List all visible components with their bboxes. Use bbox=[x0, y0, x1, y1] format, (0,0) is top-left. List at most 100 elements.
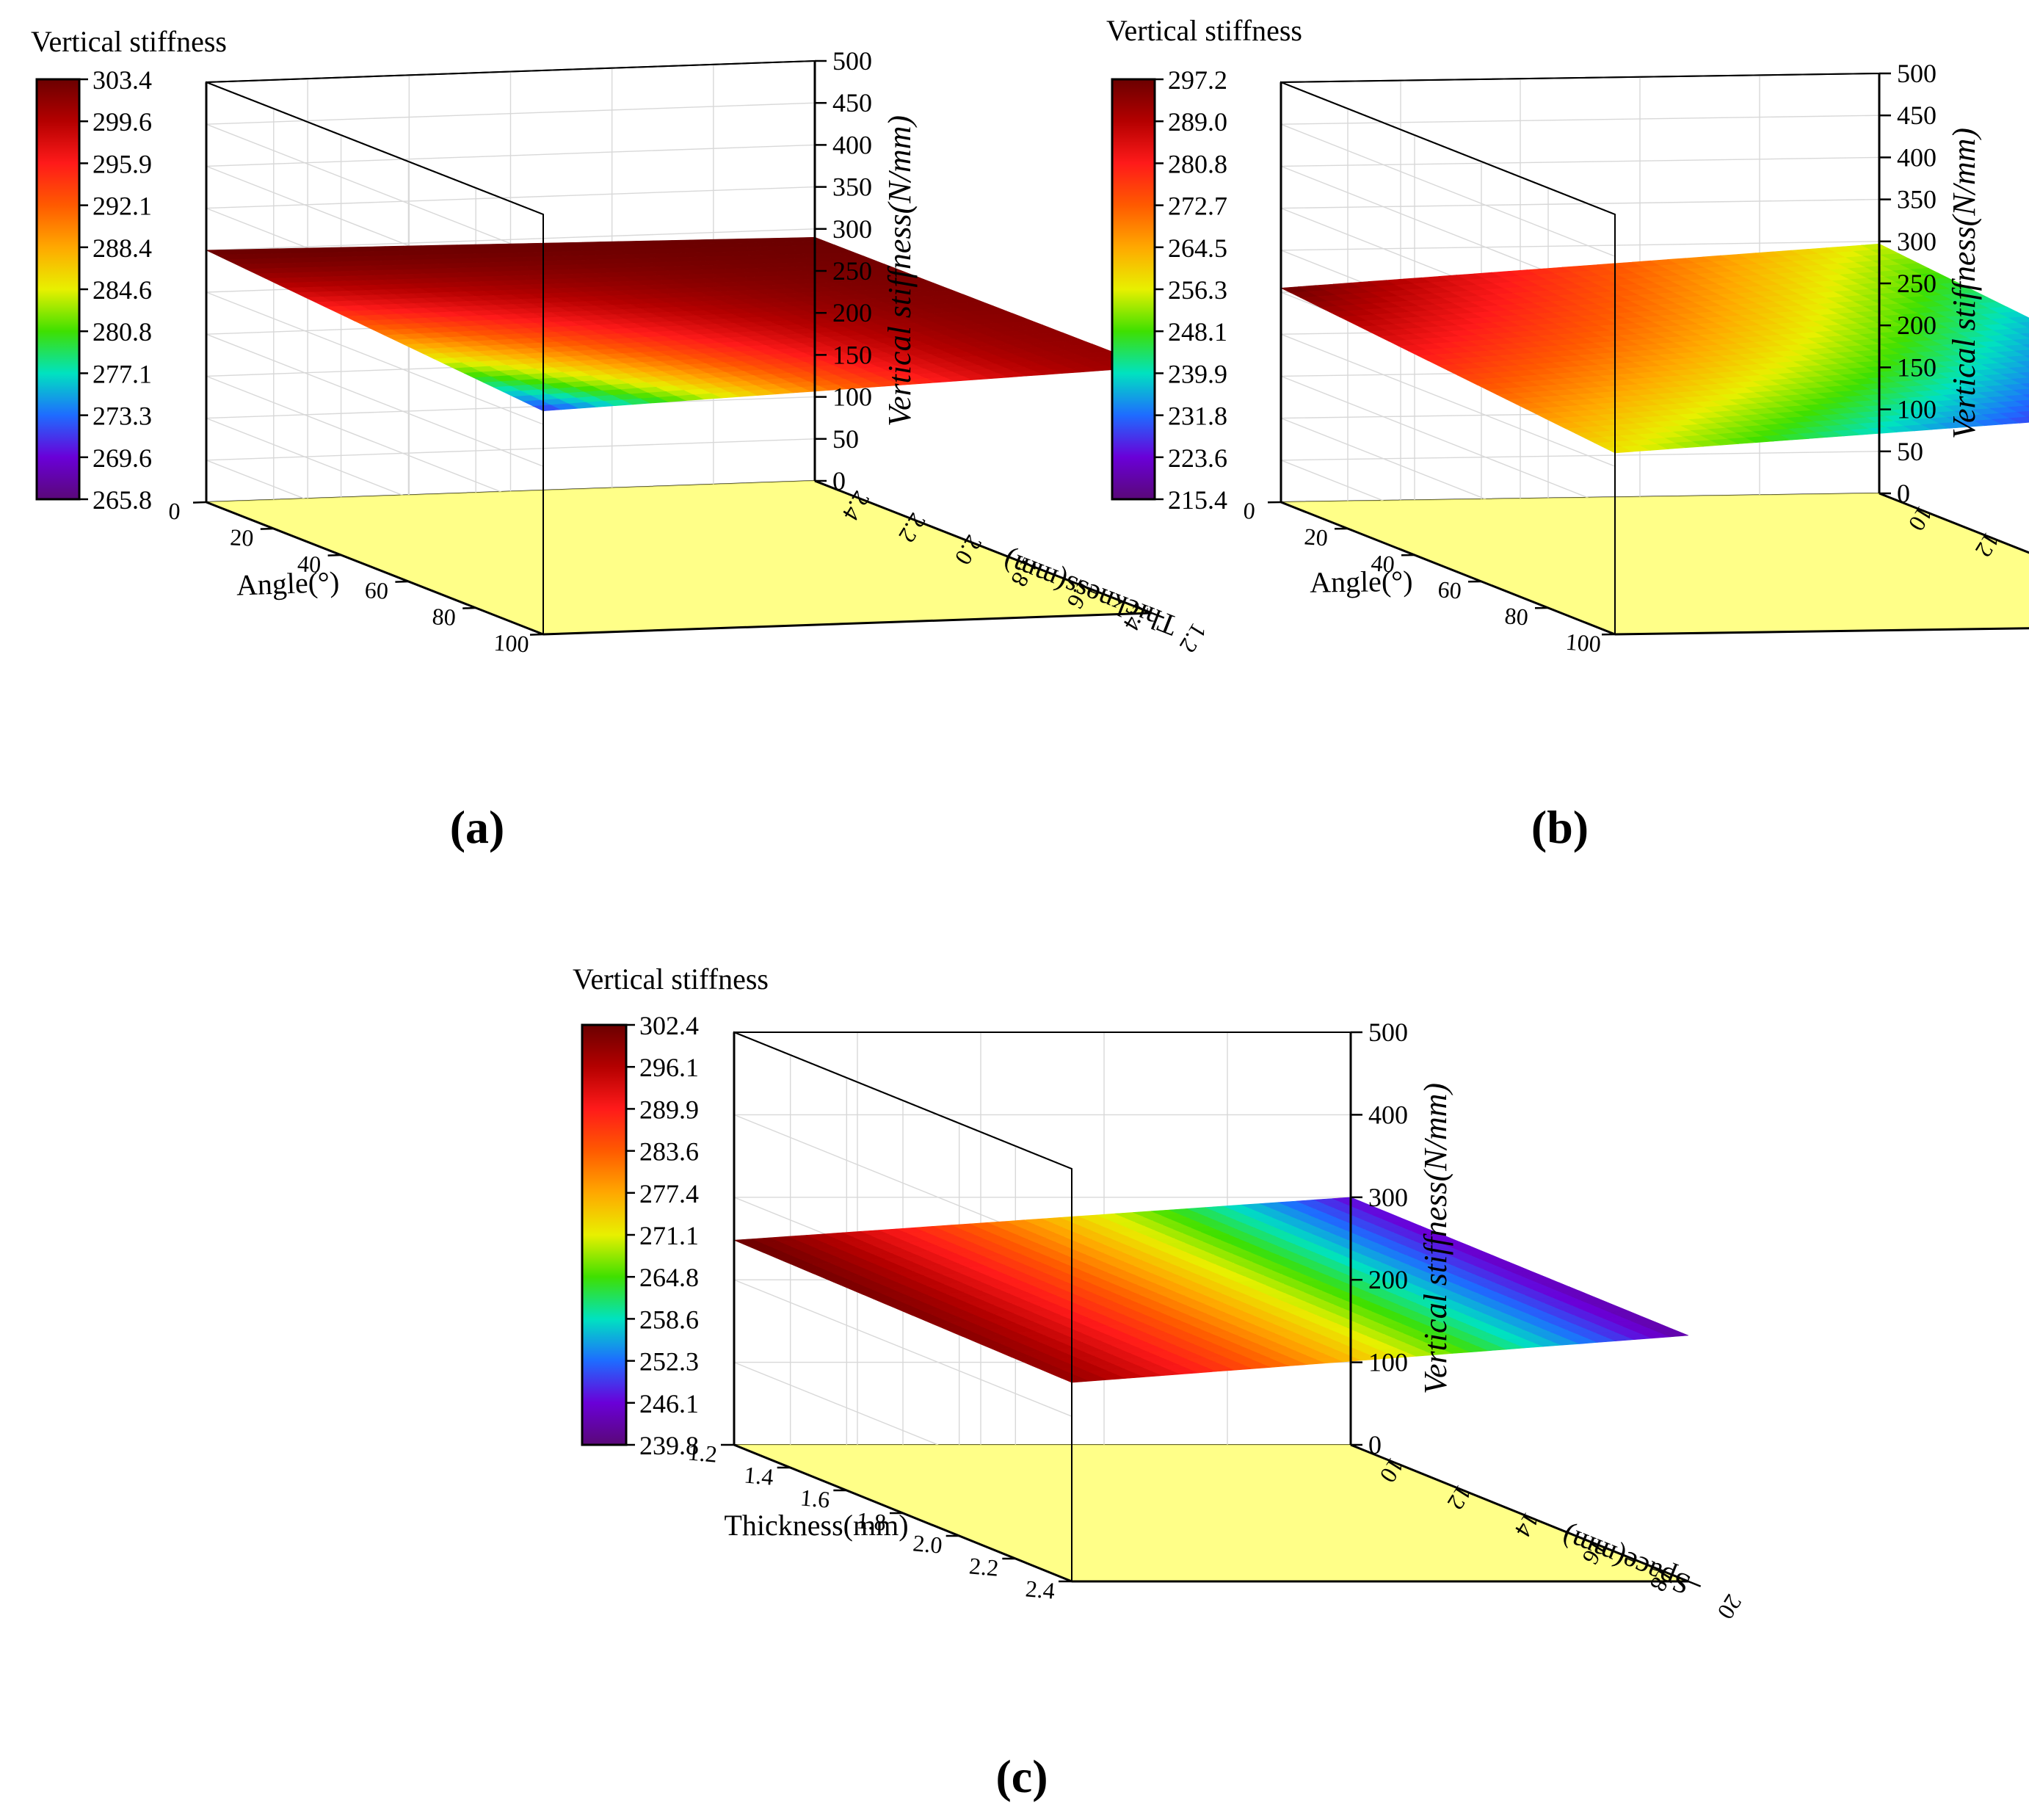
x-axis-label: Angle(°) bbox=[1310, 565, 1413, 599]
surface-cell bbox=[2014, 399, 2029, 407]
x-tick-label: 1.4 bbox=[743, 1461, 774, 1490]
z-tick-label: 450 bbox=[832, 88, 872, 117]
panel-c: 0 100 200 300 400 500 1.2 1.4 1.6 1.8 2.0 2.2 2.4 Thi… bbox=[573, 962, 1747, 1802]
colorbar-tick-label: 280.8 bbox=[1168, 149, 1227, 178]
x-tick bbox=[462, 606, 476, 609]
y-tick bbox=[1620, 1553, 1634, 1560]
surface-cell bbox=[2017, 410, 2029, 418]
z-tick-label: 350 bbox=[1897, 185, 1937, 214]
x-tick-label: 60 bbox=[1437, 576, 1463, 603]
colorbar-tick-label: 215.4 bbox=[1168, 485, 1227, 515]
surface-cell bbox=[2018, 371, 2029, 378]
z-tick-label: 500 bbox=[1368, 1018, 1408, 1047]
x-tick bbox=[395, 580, 409, 583]
x-tick-label: 60 bbox=[364, 576, 389, 604]
z-tick-label: 250 bbox=[832, 256, 872, 286]
wall-gridline bbox=[1280, 333, 1616, 467]
x-axis-front bbox=[1614, 627, 2029, 636]
x-axis-label: Thickness(mm) bbox=[724, 1509, 908, 1542]
x-tick-label: 80 bbox=[1504, 602, 1530, 630]
x-tick-label: 100 bbox=[493, 629, 530, 657]
x-tick-label: 20 bbox=[229, 523, 254, 551]
colorbar-tick-label: 264.8 bbox=[639, 1263, 699, 1292]
surface-cell bbox=[2022, 394, 2029, 399]
colorbar-tick-label: 299.6 bbox=[92, 107, 152, 137]
z-tick-label: 350 bbox=[832, 173, 872, 202]
y-tick bbox=[1879, 492, 1892, 499]
z-tick-label: 400 bbox=[1897, 142, 1937, 172]
colorbar-tick-label: 302.4 bbox=[639, 1011, 699, 1040]
surface-cell bbox=[2026, 416, 2029, 418]
panel-a: 0 50 100 150 200 250 300 350 400 450 500 0 20 40 60 80 1… bbox=[31, 25, 1212, 853]
x-tick-label: 1.6 bbox=[799, 1484, 831, 1512]
surface-cell bbox=[2024, 355, 2029, 358]
y-tick bbox=[983, 545, 996, 553]
panel-caption: (b) bbox=[1531, 801, 1589, 853]
colorbar-tick-label: 292.1 bbox=[92, 192, 152, 221]
colorbar-tick-label: 277.4 bbox=[639, 1179, 699, 1208]
colorbar bbox=[581, 1023, 628, 1446]
x-tick-label: 20 bbox=[1304, 523, 1329, 551]
wall-gridline bbox=[1280, 375, 1616, 510]
x-axis-line bbox=[1280, 501, 1616, 636]
y-tick bbox=[871, 501, 884, 509]
z-tick-label: 400 bbox=[1368, 1100, 1408, 1129]
surface-cell bbox=[2022, 344, 2029, 349]
wall-gridline bbox=[206, 291, 544, 425]
colorbar-tick-label: 297.2 bbox=[1168, 65, 1227, 95]
surface-cell bbox=[2024, 405, 2029, 408]
panels-layer: 0501001502002503003504004505000204060801… bbox=[31, 14, 2029, 1802]
y-tick bbox=[1151, 612, 1165, 619]
wall-gridline bbox=[206, 123, 544, 257]
x-tick bbox=[327, 554, 341, 556]
wall-gridline bbox=[1280, 241, 1880, 251]
colorbar-tick-label: 303.4 bbox=[92, 65, 152, 95]
colorbar-title: Vertical stiffness bbox=[1106, 14, 1302, 47]
surface-cell bbox=[2010, 327, 2029, 335]
colorbar-tick-label: 239.8 bbox=[639, 1431, 699, 1460]
colorbar-tick-label: 271.1 bbox=[639, 1221, 699, 1250]
z-tick-label: 500 bbox=[832, 46, 872, 76]
surface-cell bbox=[2020, 383, 2029, 388]
z-tick-label: 0 bbox=[832, 466, 846, 496]
x-tick-label: 2.2 bbox=[968, 1552, 1000, 1581]
x-axis-line bbox=[206, 501, 544, 636]
surface-cell bbox=[2003, 383, 2029, 391]
y-tick bbox=[1350, 1443, 1364, 1451]
z-axis-label: Vertical stiffness(N/mm) bbox=[882, 115, 918, 427]
surface-cell bbox=[2004, 344, 2029, 352]
z-tick-label: 100 bbox=[1897, 395, 1937, 424]
x-tick-label: 2.4 bbox=[1024, 1575, 1056, 1603]
colorbar-tick-label: 289.0 bbox=[1168, 107, 1227, 137]
x-axis-label: Angle(°) bbox=[236, 565, 340, 602]
y-tick bbox=[1945, 518, 1959, 526]
colorbar-tick-label: 239.9 bbox=[1168, 359, 1227, 388]
surface-mesh bbox=[206, 236, 1153, 412]
colorbar-tick-label: 288.4 bbox=[92, 233, 152, 263]
colorbar-tick-label: 283.6 bbox=[639, 1137, 699, 1167]
colorbar bbox=[35, 78, 81, 501]
z-tick-label: 500 bbox=[1897, 59, 1937, 88]
x-tick-label: 40 bbox=[1371, 549, 1396, 577]
z-tick-label: 450 bbox=[1897, 101, 1937, 130]
top-edge-left bbox=[733, 1032, 1072, 1170]
z-tick-label: 0 bbox=[1897, 479, 1910, 508]
surface-cell bbox=[2006, 355, 2029, 363]
colorbar-tick-label: 264.5 bbox=[1168, 233, 1227, 263]
y-tick bbox=[2012, 545, 2026, 552]
colorbar-tick-label: 295.9 bbox=[92, 149, 152, 178]
z-tick-label: 300 bbox=[1897, 227, 1937, 256]
top-edge-left bbox=[1280, 81, 1616, 215]
z-axis-label: Vertical stiffness(N/mm) bbox=[1946, 128, 1982, 439]
z-tick-label: 200 bbox=[1897, 311, 1937, 340]
y-tick-label: 1.2 bbox=[1175, 619, 1213, 658]
surface-cell bbox=[2019, 333, 2029, 338]
x-tick-label: 2.0 bbox=[912, 1529, 943, 1558]
colorbar-tick-label: 248.1 bbox=[1168, 317, 1227, 347]
top-edge-right bbox=[206, 60, 816, 83]
colorbar-tick-label: 277.1 bbox=[92, 359, 152, 388]
colorbar-tick-label: 223.6 bbox=[1168, 443, 1227, 473]
y-tick bbox=[814, 479, 828, 487]
z-tick-label: 50 bbox=[832, 424, 859, 454]
z-tick-label: 300 bbox=[1368, 1183, 1408, 1212]
